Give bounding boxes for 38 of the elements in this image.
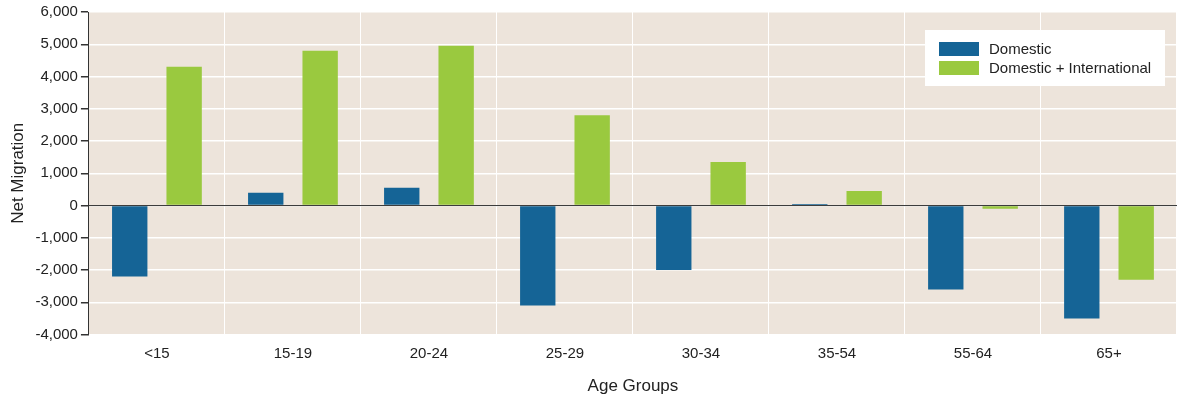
y-tick-label: 2,000 (40, 131, 78, 149)
bar (928, 206, 964, 290)
legend-label: Domestic + International (989, 59, 1152, 76)
y-tick-label: -3,000 (35, 292, 78, 310)
x-tick-label: <15 (144, 343, 170, 361)
y-tick-label: 3,000 (40, 98, 78, 116)
y-tick-label: -4,000 (35, 324, 78, 342)
y-axis-title: Net Migration (7, 122, 27, 224)
y-tick-label: 6,000 (40, 2, 78, 20)
x-tick-label: 15-19 (273, 343, 313, 361)
x-axis-title: Age Groups (587, 376, 679, 396)
bar (520, 206, 556, 306)
legend-label: Domestic (989, 40, 1052, 57)
bar (248, 192, 284, 205)
y-tick-label: 0 (69, 195, 78, 213)
bar (384, 187, 420, 205)
bar (710, 162, 746, 205)
y-tick-label: -1,000 (35, 227, 78, 245)
bar (112, 206, 148, 277)
x-tick-label: 65+ (1096, 343, 1122, 361)
bar (574, 115, 610, 205)
y-tick-label: 4,000 (40, 66, 78, 84)
x-tick-label: 20-24 (409, 343, 449, 361)
y-tick-label: 5,000 (40, 34, 78, 52)
bar (302, 50, 338, 205)
y-tick-label: 1,000 (40, 163, 78, 181)
bar (656, 206, 692, 271)
bar (166, 66, 202, 205)
bar (1064, 206, 1100, 319)
bar (438, 45, 474, 205)
bar (1118, 206, 1154, 280)
x-tick-label: 30-34 (681, 343, 721, 361)
bar (846, 191, 882, 205)
x-tick-label: 55-64 (953, 343, 993, 361)
x-tick-label: 25-29 (545, 343, 585, 361)
bar (982, 206, 1018, 209)
y-tick-label: -2,000 (35, 260, 78, 278)
x-tick-label: 35-54 (817, 343, 857, 361)
